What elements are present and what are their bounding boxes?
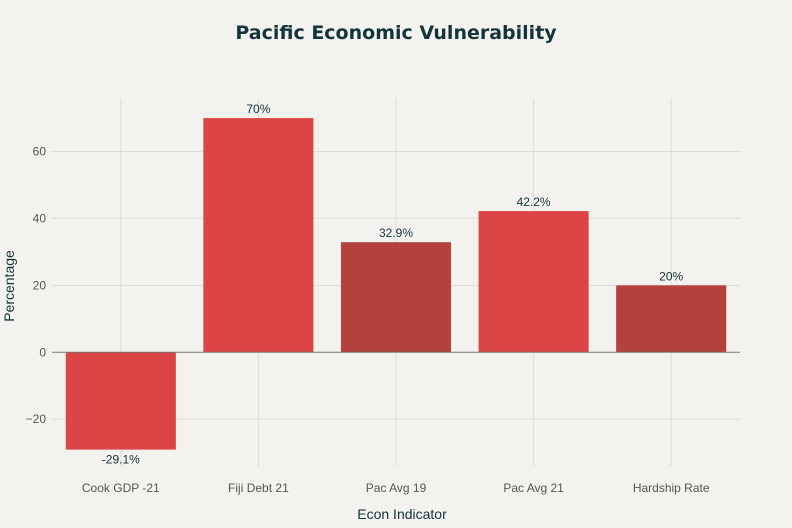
x-axis-ticks: Cook GDP -21 Fiji Debt 21 Pac Avg 19 Pac Av… xyxy=(82,481,710,495)
x-tick-label: Cook GDP -21 xyxy=(82,481,160,495)
bar xyxy=(203,118,314,353)
bar-data-label: 42.2% xyxy=(517,195,551,209)
bar xyxy=(340,242,452,353)
bar-data-label: 70% xyxy=(246,102,270,116)
y-axis-title: Percentage xyxy=(1,250,17,322)
bars xyxy=(52,118,740,450)
y-axis-ticks: −20 0 20 40 60 xyxy=(26,145,47,427)
y-tick-label: 40 xyxy=(33,211,47,225)
bar-data-label: -29.1% xyxy=(102,453,140,467)
bar-data-label: 20% xyxy=(659,269,683,283)
x-tick-label: Pac Avg 21 xyxy=(503,481,564,495)
bar-data-label: 32.9% xyxy=(379,226,413,240)
y-tick-label: −20 xyxy=(26,412,47,426)
x-tick-label: Hardship Rate xyxy=(633,481,710,495)
y-tick-label: 20 xyxy=(33,278,47,292)
data-labels: -29.1% 70% 32.9% 42.2% 20% xyxy=(102,102,684,467)
bar xyxy=(478,211,589,353)
x-tick-label: Pac Avg 19 xyxy=(366,481,427,495)
x-tick-label: Fiji Debt 21 xyxy=(228,481,289,495)
chart-title: Pacific Economic Vulnerability xyxy=(235,22,557,44)
bar xyxy=(616,285,727,353)
y-tick-label: 0 xyxy=(39,345,46,359)
x-axis-title: Econ Indicator xyxy=(357,506,447,522)
y-tick-label: 60 xyxy=(33,145,47,159)
bar xyxy=(65,352,176,450)
